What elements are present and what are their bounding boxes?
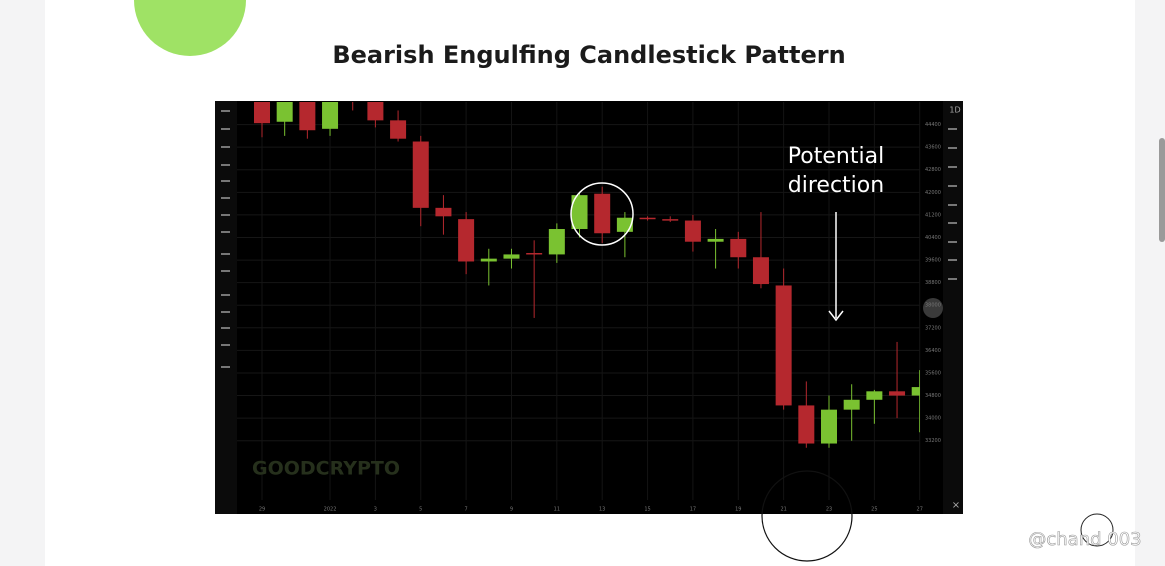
x-tick-label: 25: [871, 507, 877, 513]
candle-body: [684, 220, 701, 242]
candles: [254, 102, 920, 448]
candle-body: [889, 391, 906, 396]
close-button[interactable]: ×: [952, 500, 960, 511]
interval[interactable]: 1D: [949, 106, 960, 115]
x-tick-label: 11: [554, 507, 560, 513]
y-tick-label: 38000: [925, 303, 941, 309]
x-tick-label: 7: [465, 507, 468, 513]
x-tick-label: 2022: [324, 507, 337, 513]
candle-body: [480, 258, 497, 262]
candle-body: [548, 229, 565, 255]
candle-body: [730, 238, 747, 258]
candle-body: [821, 409, 837, 444]
x-tick-label: 17: [690, 507, 696, 513]
title: Bearish Engulfing Candlestick Pattern: [332, 41, 845, 69]
watermark: GOODCRYPTO: [252, 458, 400, 480]
candle-body: [435, 207, 452, 217]
x-tick-label: 15: [644, 507, 650, 513]
x-tick-label: 29: [259, 507, 265, 513]
y-tick-label: 40400: [925, 235, 941, 241]
x-tick-label: 19: [735, 507, 741, 513]
scrollbar[interactable]: [1159, 138, 1165, 242]
right-toolbar: [943, 101, 963, 514]
candle-body: [594, 193, 611, 234]
candle-body: [276, 102, 293, 122]
y-tick-label: 38800: [925, 280, 941, 286]
y-tick-label: 36400: [925, 348, 941, 354]
deco-circle: [134, 0, 246, 56]
deco-ring-small: [1080, 513, 1114, 547]
annotation: direction: [788, 173, 884, 198]
y-tick-label: 34000: [925, 416, 941, 422]
y-tick-label: 39600: [925, 258, 941, 264]
candle-body: [662, 219, 679, 221]
candle-body: [412, 141, 429, 208]
x-tick-label: 27: [917, 507, 923, 513]
candle-body: [390, 120, 407, 139]
candle-body: [458, 219, 475, 262]
x-tick-label: 9: [510, 507, 513, 513]
candle-body: [866, 391, 883, 400]
y-tick-label: 42800: [925, 167, 941, 173]
highlight-circle: [570, 182, 634, 246]
y-tick-label: 33200: [925, 438, 941, 444]
y-tick-label: 34800: [925, 393, 941, 399]
candle-body: [254, 102, 270, 124]
arrow-head: [828, 310, 844, 322]
candle-body: [775, 285, 792, 406]
x-tick-label: 5: [419, 507, 422, 513]
y-tick-label: 41200: [925, 212, 941, 218]
y-tick-label: 43600: [925, 145, 941, 151]
candle-body: [367, 102, 384, 121]
scroll-button[interactable]: [923, 298, 943, 318]
annotation: Potential: [788, 144, 884, 169]
candle-body: [752, 257, 769, 285]
y-tick-label: 44400: [925, 122, 941, 128]
candle-body: [639, 217, 656, 220]
y-tick-label: 37200: [925, 325, 941, 331]
y-tick-label: 42000: [925, 190, 941, 196]
candle-body: [299, 102, 316, 131]
x-tick-label: 3: [374, 507, 377, 513]
candle-body: [571, 195, 588, 230]
candle-body: [798, 405, 815, 444]
candle-body: [843, 399, 860, 410]
deco-ring: [761, 470, 853, 562]
candle-body: [322, 102, 339, 129]
candle-body: [911, 387, 920, 396]
candle-body: [526, 253, 543, 255]
x-tick-label: 21: [780, 507, 786, 513]
candle-body: [707, 238, 724, 242]
x-tick-label: 13: [599, 507, 605, 513]
y-tick-label: 35600: [925, 370, 941, 376]
toolbar-icons: [221, 110, 957, 368]
credit: @chand 003: [1028, 529, 1141, 550]
left-toolbar: [215, 101, 237, 514]
candle-body: [503, 254, 520, 259]
x-tick-label: 23: [826, 507, 832, 513]
